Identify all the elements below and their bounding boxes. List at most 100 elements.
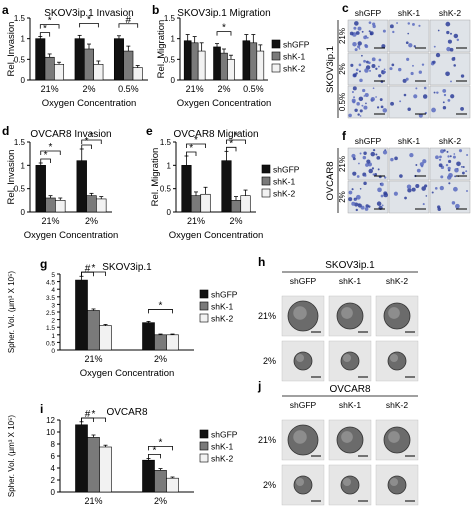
cell-dot [355, 208, 358, 212]
cell-dot [357, 45, 361, 49]
image-side-label: SKOV3ip.1 [325, 46, 336, 93]
y-tick-label: 1 [167, 161, 172, 170]
bar-shK-2-2% [227, 59, 235, 81]
y-tick-label: 0.5 [46, 340, 55, 347]
cell-dot [448, 159, 452, 164]
spheroid-highlight [388, 431, 400, 443]
cell-dot [364, 44, 369, 49]
significance-mark: * [234, 131, 238, 142]
x-axis-label: Oxygen Concentration [42, 98, 137, 109]
significance-mark: * [49, 142, 53, 153]
y-tick-label: 0.5 [14, 185, 26, 194]
cell-dot [361, 30, 364, 33]
image-row-label: 21% [338, 156, 347, 172]
cell-dot [438, 158, 442, 161]
spheroid [387, 351, 407, 371]
cell-dot [407, 22, 411, 25]
cell-dot [405, 41, 409, 45]
spheroid [340, 475, 360, 495]
cell-dot [449, 47, 454, 52]
significance-mark: * [222, 23, 226, 34]
x-axis-label: Oxygen Concentration [177, 98, 272, 109]
cell-dot [442, 106, 447, 110]
cell-dot [436, 91, 439, 94]
legend-label: shK-1 [211, 442, 233, 452]
bar-shGFP-0.5% [113, 38, 124, 81]
chart-title: SKOV3ip.1 Migration [177, 8, 270, 19]
cell-dot [416, 168, 421, 173]
cell-dot [369, 69, 372, 72]
spheroid-highlight [341, 307, 353, 319]
legend-swatch-shGFP [271, 39, 281, 49]
cell-dot [418, 113, 423, 118]
cell-dot [359, 115, 362, 117]
y-tick-label: 10 [46, 428, 55, 437]
y-tick-label: 1 [21, 35, 26, 44]
bar-shK-1-2% [230, 200, 242, 213]
image-panel-h: h SKOV3ip.1 shGFP shK-1 shK-2 21% 2% [258, 255, 419, 382]
panel-letter-f: f [342, 129, 347, 143]
spheroid-highlight [342, 353, 352, 363]
cell-dot [374, 173, 378, 176]
legend-label: shGFP [211, 430, 238, 440]
bar-shK-1-21% [190, 195, 202, 213]
significance-bracket [39, 32, 51, 37]
cell-dot [398, 67, 402, 72]
y-tick-label: 0 [21, 76, 26, 85]
bar-shK-2-0.5% [132, 67, 143, 81]
y-tick-label: 0 [21, 208, 26, 217]
y-axis-label: Rel. Migration [150, 148, 161, 207]
cell-dot [359, 109, 363, 113]
cell-dot [451, 201, 456, 205]
legend-swatch-shK-1 [271, 51, 281, 61]
significance-bracket [118, 23, 139, 28]
bar-shGFP-21% [75, 279, 88, 351]
cell-dot [366, 159, 371, 164]
panel-letter-i: i [40, 402, 43, 416]
cell-dot [355, 31, 360, 35]
cell-dot [375, 96, 377, 98]
legend-swatch-shK-2 [261, 188, 271, 198]
microscopy-image [429, 180, 471, 214]
bar-shK-2-2% [166, 477, 179, 493]
bar-shK-2-21% [99, 325, 112, 351]
cell-dot [351, 188, 354, 191]
cell-dot [381, 204, 384, 207]
x-axis-label: Oxygen Concentration [169, 230, 264, 241]
cell-dot [359, 152, 362, 155]
panel-letter-a: a [2, 3, 9, 17]
chart-title: SKOV3ip.1 [102, 262, 152, 273]
cell-dot [358, 63, 362, 67]
image-panel-f: f shGFP shK-1 shK-2 21% 2%OVCAR8 [325, 129, 471, 214]
cell-dot [372, 24, 376, 29]
y-tick-label: 1.5 [46, 325, 55, 332]
cell-dot [453, 186, 458, 192]
y-axis-label: Rel. Invasion [6, 150, 17, 205]
cell-dot [453, 153, 456, 155]
cell-dot [412, 64, 414, 67]
cell-dot [454, 175, 457, 178]
image-column-label: shGFP [355, 8, 382, 18]
cell-dot [415, 164, 418, 166]
x-tick-label: 0.5% [243, 84, 264, 94]
spheroid-highlight [293, 306, 307, 320]
chart-title: OVCAR8 [106, 407, 148, 418]
cell-dot [351, 201, 356, 206]
microscopy-image [388, 19, 430, 53]
chart-title: OVCAR8 Migration [173, 129, 258, 140]
significance-mark: * [48, 16, 52, 27]
cell-dot [434, 187, 438, 190]
cell-dot [445, 163, 449, 167]
significance-mark: * [92, 409, 96, 420]
cell-dot [368, 21, 372, 24]
legend-label: shK-1 [211, 302, 233, 312]
cell-dot [358, 96, 364, 102]
cell-dot [448, 182, 451, 185]
cell-dot [399, 174, 403, 178]
cell-dot [365, 204, 369, 208]
legend-swatch-shK-1 [199, 441, 209, 451]
cell-dot [415, 87, 418, 90]
cell-dot [364, 68, 369, 73]
cell-dot [371, 57, 376, 62]
